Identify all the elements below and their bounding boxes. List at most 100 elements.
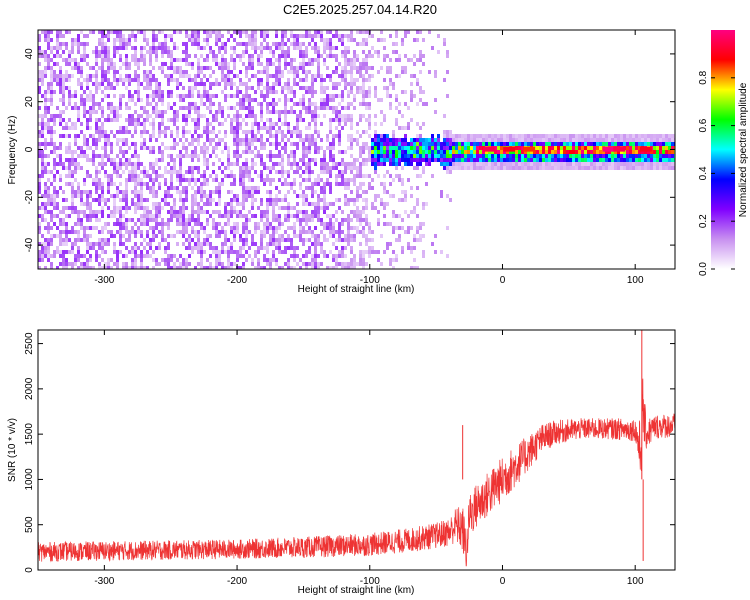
spectrogram-cell [179, 30, 182, 34]
spectrogram-cell [71, 150, 74, 154]
spectrogram-cell [476, 146, 479, 150]
spectrogram-cell [266, 210, 269, 214]
spectrogram-cell [56, 246, 59, 250]
spectrogram-cell [554, 142, 557, 146]
spectrogram-cell [47, 186, 50, 190]
spectrogram-cell [296, 262, 299, 266]
spectrogram-cell [407, 162, 410, 166]
spectrogram-cell [572, 162, 575, 166]
spectrogram-cell [302, 190, 305, 194]
spectrogram-cell [113, 210, 116, 214]
spectrogram-cell [47, 42, 50, 46]
spectrogram-cell [119, 146, 122, 150]
spectrogram-cell [152, 94, 155, 98]
spectrogram-cell [647, 142, 650, 146]
spectrogram-cell [305, 34, 308, 38]
spectrogram-cell [203, 202, 206, 206]
spectrogram-cell [200, 70, 203, 74]
spectrogram-cell [266, 58, 269, 62]
spectrogram-cell [428, 142, 431, 146]
spectrogram-cell [335, 266, 338, 269]
spectrogram-cell [482, 154, 485, 158]
spectrogram-cell [191, 78, 194, 82]
spectrogram-cell [230, 130, 233, 134]
spectrogram-cell [113, 114, 116, 118]
spectrogram-cell [422, 54, 425, 58]
spectrogram-cell [272, 42, 275, 46]
spectrogram-cell [380, 66, 383, 70]
spectrogram-cell [206, 158, 209, 162]
spectrogram-cell [134, 38, 137, 42]
spectrogram-cell [446, 130, 449, 134]
spectrogram-cell [134, 190, 137, 194]
spectrogram-cell [602, 154, 605, 158]
spectrogram-cell [113, 182, 116, 186]
spectrogram-cell [248, 114, 251, 118]
spectrogram-cell [53, 162, 56, 166]
spectrogram-cell [254, 134, 257, 138]
snr-ylabel: SNR (10 * v/v) [7, 418, 18, 482]
spectrogram-cell [476, 134, 479, 138]
spectrogram-cell [287, 138, 290, 142]
spectrogram-cell [278, 110, 281, 114]
spectrogram-cell [206, 238, 209, 242]
spectrogram-cell [140, 54, 143, 58]
spectrogram-cell [182, 210, 185, 214]
spectrogram-cell [95, 178, 98, 182]
spectrogram-cell [401, 38, 404, 42]
spectrogram-cell [383, 182, 386, 186]
spectrogram-cell [641, 138, 644, 142]
spectrogram-cell [131, 98, 134, 102]
spectrogram-cell [80, 254, 83, 258]
spectrogram-cell [125, 66, 128, 70]
spectrogram-cell [281, 70, 284, 74]
spectrogram-cell [290, 98, 293, 102]
spectrogram-cell [341, 98, 344, 102]
spectrogram-cell [290, 162, 293, 166]
spectrogram-cell [320, 90, 323, 94]
spectrogram-cell [368, 146, 371, 150]
spectrogram-cell [566, 142, 569, 146]
spectrogram-cell [287, 62, 290, 66]
spectrogram-cell [209, 194, 212, 198]
spectrogram-cell [89, 226, 92, 230]
spectrogram-cell [188, 34, 191, 38]
spectrogram-cell [116, 190, 119, 194]
spectrogram-cell [155, 190, 158, 194]
spectrogram-cell [158, 174, 161, 178]
spectrogram-cell [182, 226, 185, 230]
spectrogram-cell [332, 134, 335, 138]
spectrogram-cell [104, 134, 107, 138]
spectrogram-cell [239, 42, 242, 46]
spectrogram-cell [446, 70, 449, 74]
spectrogram-cell [233, 230, 236, 234]
spectrogram-cell [38, 174, 41, 178]
spectrogram-cell [353, 166, 356, 170]
spectrogram-cell [155, 194, 158, 198]
spectrogram-cell [362, 254, 365, 258]
spectrogram-cell [401, 250, 404, 254]
spectrogram-cell [113, 162, 116, 166]
spectrogram-cell [65, 214, 68, 218]
spectrogram-cell [125, 118, 128, 122]
spectrogram-cell [362, 102, 365, 106]
spectrogram-cell [401, 198, 404, 202]
spectrogram-cell [623, 162, 626, 166]
spectrogram-cell [161, 158, 164, 162]
spectrogram-cell [326, 146, 329, 150]
spectrogram-cell [239, 138, 242, 142]
spectrogram-cell [197, 210, 200, 214]
spectrogram-cell [608, 158, 611, 162]
spectrogram-cell [281, 38, 284, 42]
spectrogram-cell [344, 58, 347, 62]
spectrogram-cell [284, 218, 287, 222]
spectrogram-cell [323, 46, 326, 50]
spectrogram-peak [523, 146, 536, 152]
spectrogram-cell [230, 182, 233, 186]
spectrogram-cell [113, 262, 116, 266]
spectrogram-cell [239, 250, 242, 254]
spectrogram-cell [194, 246, 197, 250]
spectrogram-cell [92, 246, 95, 250]
spectrogram-cell [233, 130, 236, 134]
spectrogram-cell [50, 138, 53, 142]
